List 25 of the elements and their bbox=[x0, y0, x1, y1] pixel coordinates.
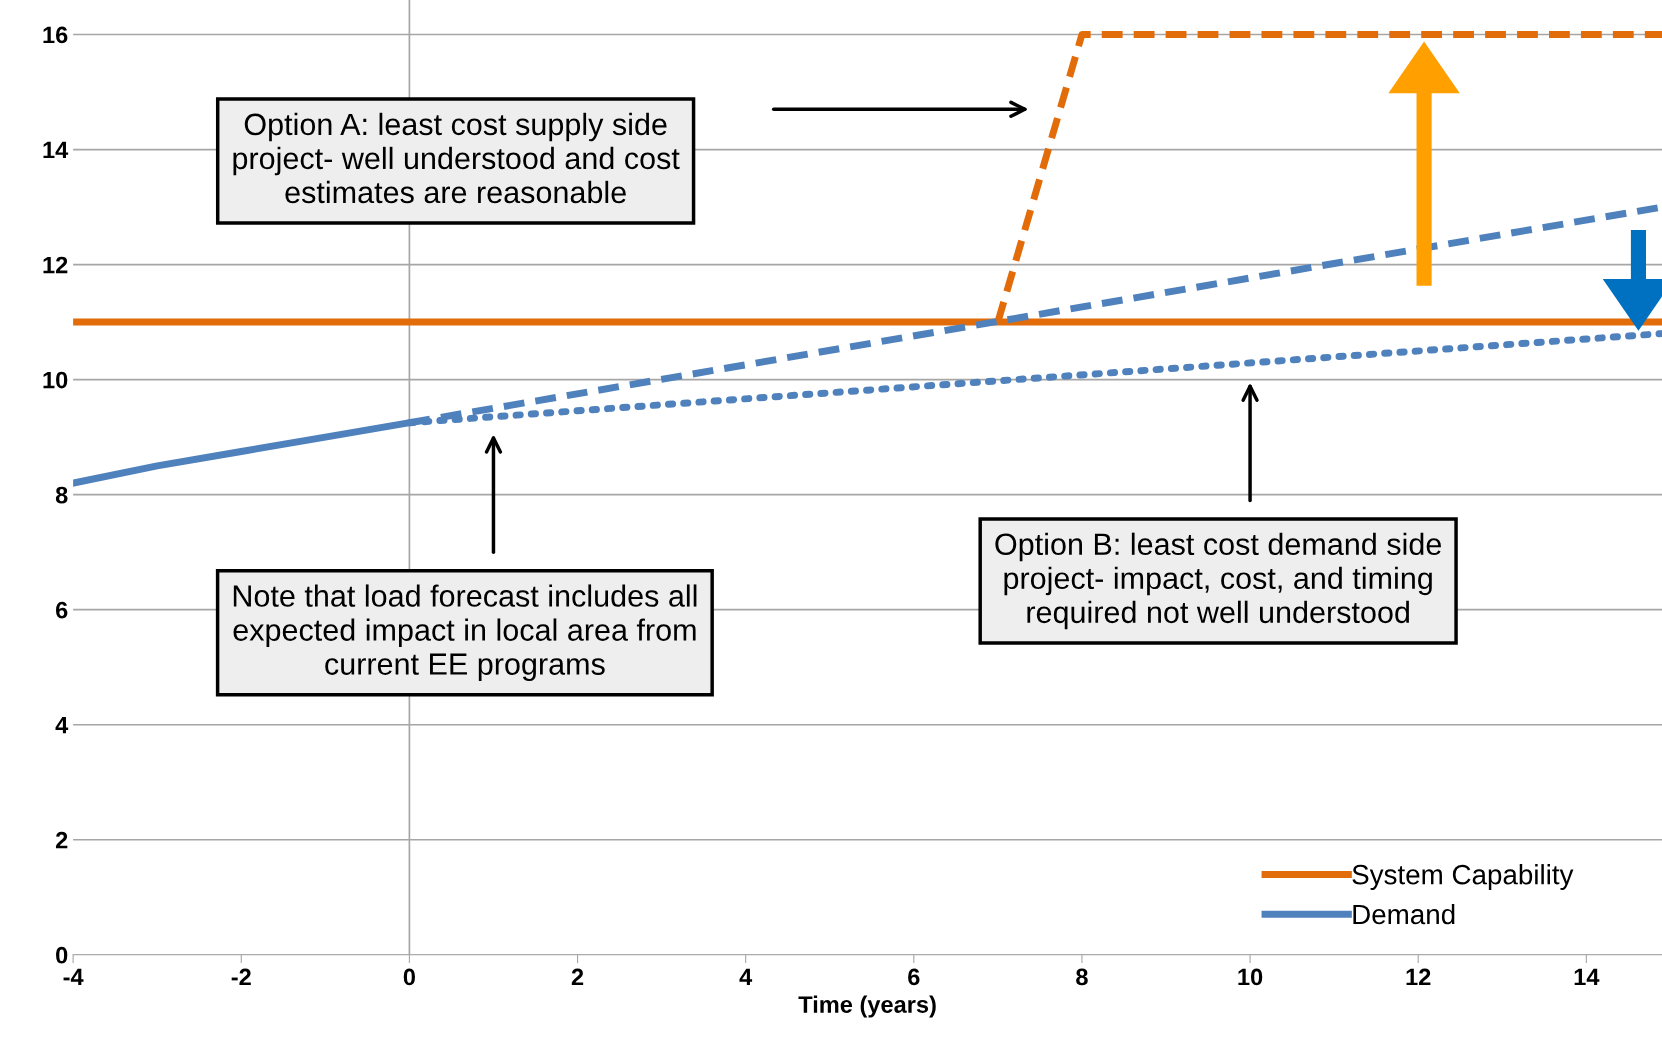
x-tick-label: 0 bbox=[403, 968, 415, 986]
x-tick-label: 8 bbox=[1076, 968, 1088, 986]
legend-label: System Capability bbox=[1352, 864, 1574, 890]
annotation: Option B: least cost demand side project- impact, cost, and timing required not well understood bbox=[995, 532, 1441, 630]
y-tick-label: 0 bbox=[56, 946, 68, 964]
x-axis-title: Time (years) bbox=[798, 995, 936, 1018]
x-tick-label: 4 bbox=[739, 968, 753, 986]
y-tick-label: 4 bbox=[55, 717, 69, 734]
x-tick-label: 12 bbox=[1406, 968, 1431, 986]
x-tick-label: -2 bbox=[231, 968, 251, 986]
annotation: Note that load forecast includes all expected impact in local area from current EE programs bbox=[233, 584, 697, 681]
y-tick-label: 14 bbox=[43, 141, 69, 159]
y-tick-label: 12 bbox=[43, 256, 68, 274]
x-tick-label: 10 bbox=[1238, 968, 1263, 986]
annotation: Option A: least cost supply side project- well understood and cost estimates are reasonable bbox=[233, 112, 680, 204]
y-tick-label: 2 bbox=[55, 831, 68, 849]
y-tick-label: 16 bbox=[43, 26, 68, 44]
legend-label: Demand bbox=[1353, 903, 1455, 925]
y-tick-label: 8 bbox=[55, 486, 68, 504]
x-tick-label: 6 bbox=[908, 968, 920, 986]
y-tick-label: 6 bbox=[56, 601, 68, 619]
x-tick-label: 14 bbox=[1574, 968, 1600, 986]
x-tick-label: 2 bbox=[571, 968, 584, 986]
y-tick-label: 10 bbox=[43, 371, 68, 389]
x-tick-label: -4 bbox=[63, 968, 84, 986]
